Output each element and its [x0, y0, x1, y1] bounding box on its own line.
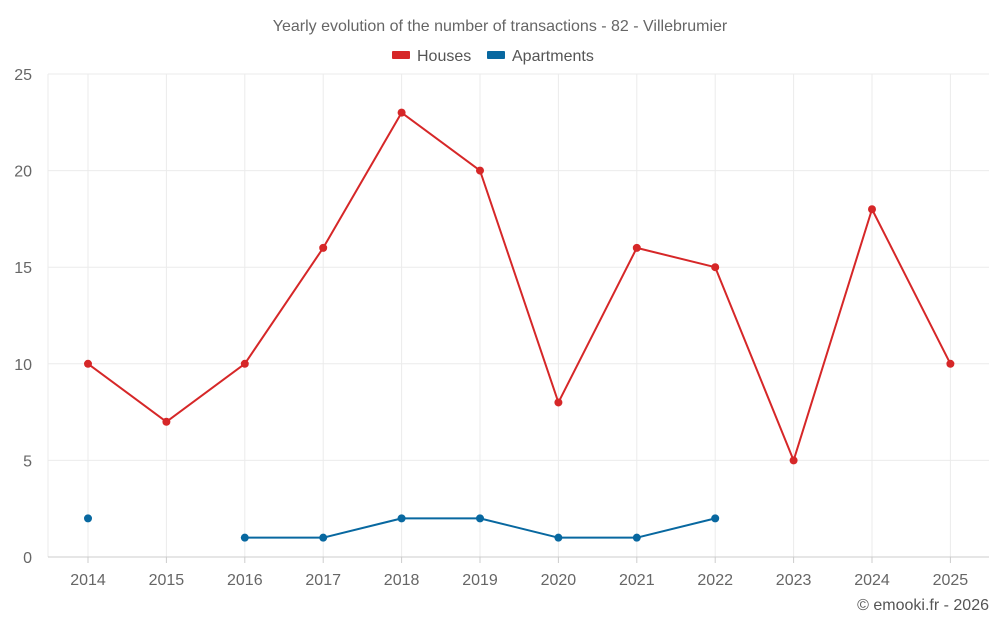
- data-point-apartments[interactable]: [711, 514, 720, 523]
- y-tick-label: 10: [14, 357, 32, 374]
- x-tick-label: 2015: [149, 572, 185, 589]
- x-tick-label: 2014: [70, 572, 106, 589]
- x-tick-label: 2025: [933, 572, 969, 589]
- data-point-houses[interactable]: [632, 243, 641, 252]
- x-tick-label: 2024: [854, 572, 890, 589]
- data-point-houses[interactable]: [162, 417, 171, 426]
- series-houses: [84, 108, 955, 465]
- series-group: [84, 108, 955, 542]
- data-point-houses[interactable]: [84, 359, 92, 368]
- y-tick-label: 5: [23, 453, 32, 470]
- data-point-apartments[interactable]: [240, 533, 249, 542]
- legend: Houses Apartments: [392, 48, 594, 65]
- legend-label-apartments[interactable]: Apartments: [512, 48, 594, 65]
- data-point-apartments[interactable]: [397, 514, 406, 523]
- x-tick-label: 2021: [619, 572, 655, 589]
- data-point-apartments[interactable]: [84, 514, 92, 523]
- y-tick-label: 20: [14, 164, 32, 181]
- legend-swatch-houses: [392, 51, 410, 59]
- data-point-houses[interactable]: [789, 456, 798, 465]
- data-point-houses[interactable]: [554, 398, 563, 407]
- data-point-houses[interactable]: [476, 166, 484, 175]
- x-tick-label: 2019: [462, 572, 498, 589]
- legend-swatch-apartments: [487, 51, 505, 59]
- data-point-houses[interactable]: [946, 359, 955, 368]
- x-tick-label: 2023: [776, 572, 812, 589]
- y-tick-label: 0: [23, 550, 32, 567]
- x-tick-label: 2016: [227, 572, 263, 589]
- data-point-houses[interactable]: [711, 263, 720, 272]
- data-point-houses[interactable]: [868, 205, 876, 214]
- data-point-apartments[interactable]: [632, 533, 641, 542]
- series-line-houses: [87, 111, 952, 462]
- credit-text: © emooki.fr - 2026: [857, 597, 989, 614]
- chart-title: Yearly evolution of the number of transa…: [273, 18, 728, 35]
- data-point-houses[interactable]: [319, 243, 328, 252]
- data-point-apartments[interactable]: [554, 533, 563, 542]
- data-point-houses[interactable]: [240, 359, 249, 368]
- y-tick-label: 15: [14, 260, 32, 277]
- series-apartments: [84, 514, 720, 542]
- grid: [47, 73, 989, 557]
- x-tick-label: 2018: [384, 572, 420, 589]
- data-point-apartments[interactable]: [476, 514, 484, 523]
- data-point-apartments[interactable]: [319, 533, 328, 542]
- data-point-houses[interactable]: [397, 108, 406, 117]
- legend-label-houses[interactable]: Houses: [417, 48, 471, 65]
- y-tick-label: 25: [14, 67, 32, 84]
- x-tick-label: 2022: [697, 572, 733, 589]
- x-tick-label: 2017: [305, 572, 341, 589]
- x-tick-label: 2020: [541, 572, 577, 589]
